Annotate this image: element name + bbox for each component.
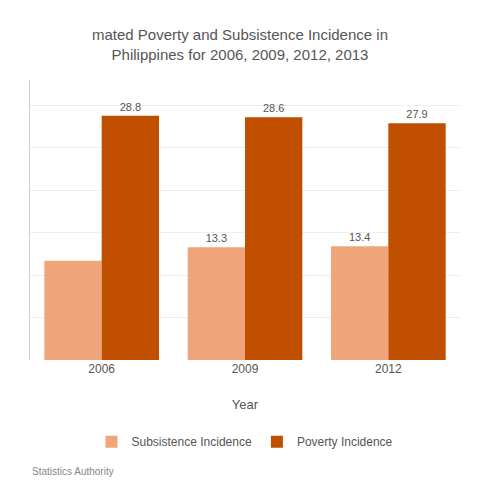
svg-text:2009: 2009 (232, 362, 259, 376)
svg-text:Year: Year (232, 397, 259, 412)
svg-text:27.9: 27.9 (406, 108, 427, 120)
svg-text:13.3: 13.3 (206, 232, 227, 244)
svg-text:Statistics Authority: Statistics Authority (32, 466, 114, 477)
svg-text:28.6: 28.6 (263, 102, 284, 114)
svg-text:Subsistence Incidence: Subsistence Incidence (132, 435, 252, 449)
svg-text:Poverty Incidence: Poverty Incidence (297, 435, 393, 449)
svg-text:13.4: 13.4 (349, 231, 370, 243)
svg-text:2012: 2012 (375, 362, 402, 376)
svg-text:28.8: 28.8 (120, 101, 141, 113)
svg-text:mated Poverty and Subsistence: mated Poverty and Subsistence Incidence … (92, 26, 388, 63)
svg-text:2006: 2006 (88, 362, 115, 376)
